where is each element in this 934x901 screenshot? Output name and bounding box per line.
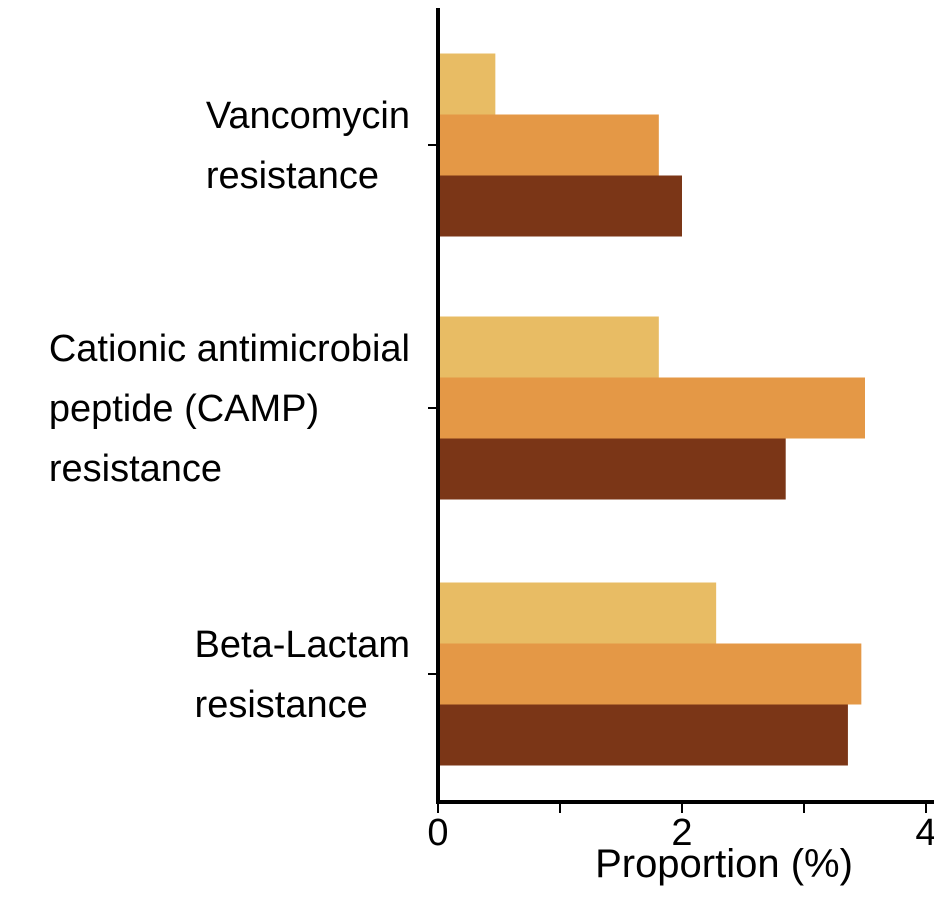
category-label-1-line-1: Vancomycin — [206, 95, 410, 137]
category-label-2-line-1: Cationic antimicrobial — [49, 328, 410, 370]
category-label-2-line-2: peptide (CAMP) — [49, 388, 319, 430]
x-tick-labels: 0 2 4 — [427, 812, 934, 854]
bar-cat3-series2 — [438, 643, 862, 705]
bar-cat1-series2 — [438, 114, 659, 176]
bar-cat1-series3 — [438, 175, 682, 237]
x-tick-label-1: 0 — [427, 812, 448, 854]
category-label-3-line-1: Beta-Lactam — [195, 624, 410, 666]
bar-cat3-series1 — [438, 582, 717, 644]
bars-layer — [438, 53, 865, 766]
bar-cat1-series1 — [438, 53, 496, 115]
x-tick-label-3: 2 — [671, 812, 692, 854]
bar-cat2-series3 — [438, 438, 786, 500]
category-label-1-line-2: resistance — [206, 155, 379, 197]
bar-cat3-series3 — [438, 704, 848, 766]
category-label-2-line-3: resistance — [49, 448, 222, 490]
category-label-3: Beta-Lactam resistance — [195, 624, 410, 726]
category-label-3-line-2: resistance — [195, 684, 368, 726]
bar-cat2-series1 — [438, 316, 659, 378]
category-label-2: Cationic antimicrobial peptide (CAMP) resi… — [49, 328, 410, 490]
x-axis-title: Proportion (%) — [595, 842, 853, 886]
x-tick-label-5: 4 — [915, 812, 934, 854]
category-label-1: Vancomycin resistance — [206, 95, 410, 197]
bar-cat2-series2 — [438, 377, 865, 439]
